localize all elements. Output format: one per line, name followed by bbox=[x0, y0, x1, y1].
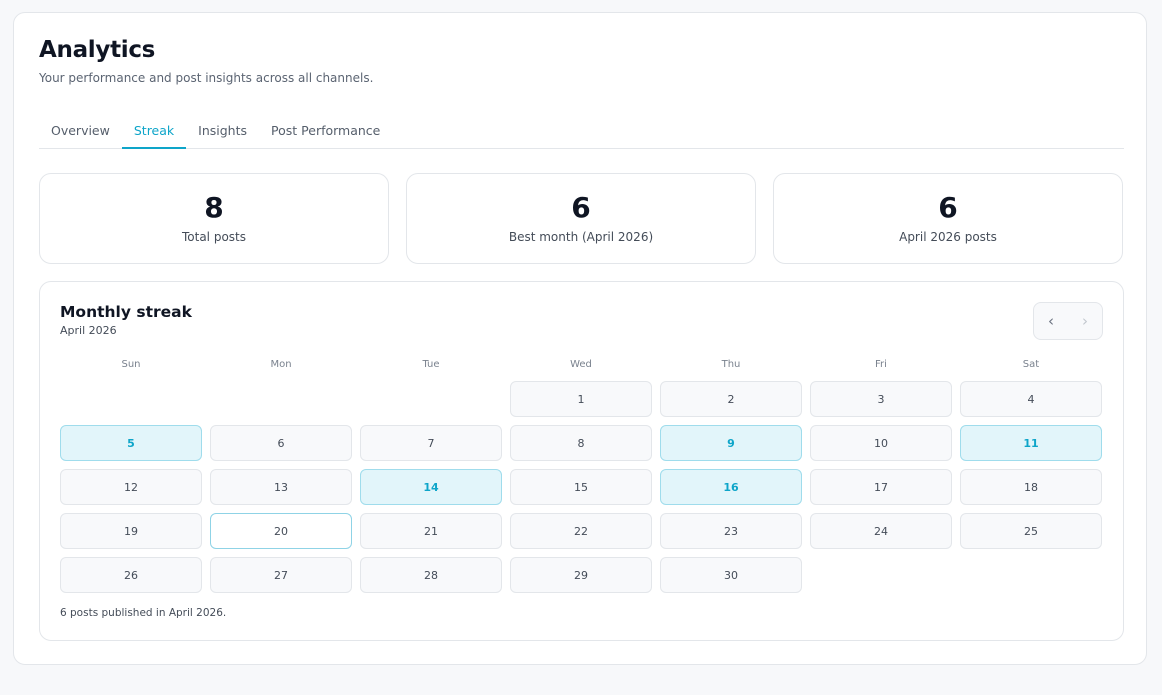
calendar-day-posted[interactable]: 9 bbox=[660, 425, 802, 461]
stat-value: 6 bbox=[571, 191, 591, 224]
calendar-day[interactable]: 4 bbox=[960, 381, 1102, 417]
calendar-day-posted[interactable]: 16 bbox=[660, 469, 802, 505]
calendar-day[interactable]: 22 bbox=[510, 513, 652, 549]
month-nav: ‹ › bbox=[1033, 302, 1103, 340]
chevron-left-icon[interactable]: ‹ bbox=[1048, 312, 1054, 330]
calendar-day[interactable]: 25 bbox=[960, 513, 1102, 549]
calendar-footer: 6 posts published in April 2026. bbox=[60, 607, 227, 619]
stats-row: 8 Total posts 6 Best month (April 2026) 6 A… bbox=[39, 173, 1123, 264]
calendar-day[interactable]: 21 bbox=[360, 513, 502, 549]
calendar-day[interactable]: 18 bbox=[960, 469, 1102, 505]
calendar-day[interactable]: 30 bbox=[660, 557, 802, 593]
stat-total-posts: 8 Total posts bbox=[39, 173, 389, 264]
calendar-title: Monthly streak bbox=[60, 303, 192, 321]
weekday-mon: Mon bbox=[270, 359, 292, 370]
calendar-day[interactable]: 6 bbox=[210, 425, 352, 461]
stat-month-posts: 6 April 2026 posts bbox=[773, 173, 1123, 264]
calendar-day[interactable]: 24 bbox=[810, 513, 952, 549]
tab-bar: Overview Streak Insights Post Performanc… bbox=[39, 117, 1124, 149]
calendar-day[interactable]: 26 bbox=[60, 557, 202, 593]
chevron-right-icon[interactable]: › bbox=[1082, 312, 1088, 330]
weekday-fri: Fri bbox=[875, 359, 887, 370]
stat-label: April 2026 posts bbox=[899, 230, 997, 244]
calendar-day[interactable]: 12 bbox=[60, 469, 202, 505]
stat-label: Total posts bbox=[181, 230, 246, 244]
stat-label: Best month (April 2026) bbox=[508, 230, 654, 244]
calendar-day[interactable]: 8 bbox=[510, 425, 652, 461]
calendar-day[interactable]: 7 bbox=[360, 425, 502, 461]
weekday-tue: Tue bbox=[422, 359, 440, 370]
tab-post-performance[interactable]: Post Performance bbox=[271, 123, 381, 138]
calendar-day[interactable]: 15 bbox=[510, 469, 652, 505]
analytics-page: Analytics Your performance and post insi… bbox=[13, 12, 1147, 665]
calendar-day-posted[interactable]: 14 bbox=[360, 469, 502, 505]
calendar-day[interactable]: 1 bbox=[510, 381, 652, 417]
calendar-day[interactable]: 2 bbox=[660, 381, 802, 417]
calendar-day[interactable]: 29 bbox=[510, 557, 652, 593]
calendar-day[interactable]: 27 bbox=[210, 557, 352, 593]
weekday-wed: Wed bbox=[570, 359, 592, 370]
page-title: Analytics bbox=[39, 37, 156, 63]
calendar-day[interactable]: 28 bbox=[360, 557, 502, 593]
calendar-day-posted[interactable]: 11 bbox=[960, 425, 1102, 461]
weekday-sat: Sat bbox=[1022, 359, 1040, 370]
calendar-day[interactable]: 13 bbox=[210, 469, 352, 505]
tab-streak[interactable]: Streak bbox=[121, 117, 187, 149]
calendar-day-today[interactable]: 20 bbox=[210, 513, 352, 549]
tab-overview[interactable]: Overview bbox=[51, 123, 110, 138]
calendar-day[interactable]: 10 bbox=[810, 425, 952, 461]
tab-insights[interactable]: Insights bbox=[198, 123, 248, 138]
calendar-month: April 2026 bbox=[60, 324, 117, 337]
weekday-sun: Sun bbox=[121, 359, 141, 370]
calendar-day[interactable]: 23 bbox=[660, 513, 802, 549]
calendar-day[interactable]: 17 bbox=[810, 469, 952, 505]
calendar-day-posted[interactable]: 5 bbox=[60, 425, 202, 461]
stat-best-month: 6 Best month (April 2026) bbox=[406, 173, 756, 264]
stat-value: 8 bbox=[204, 191, 224, 224]
monthly-streak-card: Monthly streak April 2026 ‹ › 6 posts pu… bbox=[39, 281, 1124, 641]
page-subtitle: Your performance and post insights acros… bbox=[39, 71, 374, 85]
stat-value: 6 bbox=[938, 191, 958, 224]
weekday-thu: Thu bbox=[721, 359, 741, 370]
calendar-day[interactable]: 19 bbox=[60, 513, 202, 549]
calendar-day[interactable]: 3 bbox=[810, 381, 952, 417]
